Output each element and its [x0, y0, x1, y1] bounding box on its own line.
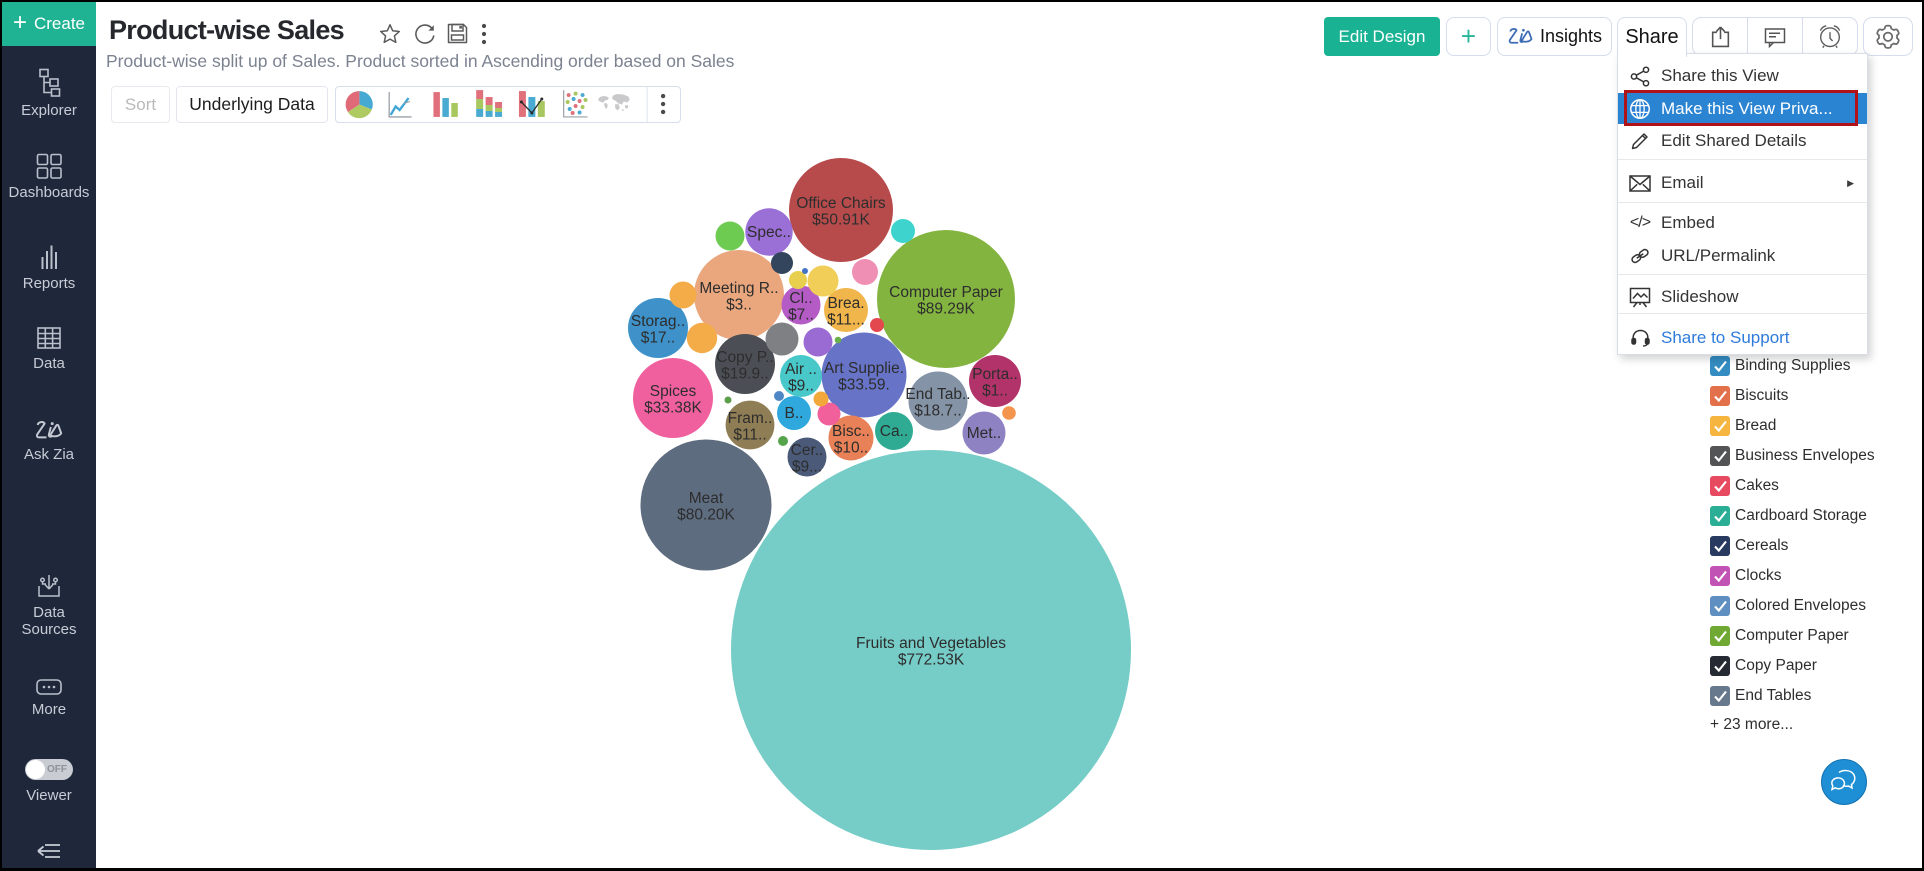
- svg-text:$19.9..: $19.9..: [721, 366, 768, 383]
- svg-text:$18.7..: $18.7..: [914, 403, 961, 420]
- svg-text:Office Chairs: Office Chairs: [796, 195, 886, 212]
- svg-text:$80.20K: $80.20K: [677, 507, 735, 524]
- svg-text:Fruits and Vegetables: Fruits and Vegetables: [856, 635, 1006, 652]
- svg-text:Porta..: Porta..: [972, 366, 1018, 383]
- svg-text:$7..: $7..: [788, 307, 814, 324]
- svg-text:$89.29K: $89.29K: [917, 301, 975, 318]
- svg-text:$11..: $11..: [733, 427, 766, 444]
- svg-text:Storag..: Storag..: [631, 313, 685, 330]
- svg-text:Copy P..: Copy P..: [716, 349, 773, 366]
- svg-text:$33.59.: $33.59.: [838, 377, 890, 394]
- svg-text:$772.53K: $772.53K: [898, 652, 965, 669]
- svg-text:Computer Paper: Computer Paper: [889, 284, 1003, 301]
- svg-text:B..: B..: [785, 405, 804, 422]
- svg-text:$11...: $11...: [827, 312, 865, 329]
- svg-text:$33.38K: $33.38K: [644, 400, 702, 417]
- svg-text:$3..: $3..: [726, 297, 752, 314]
- svg-text:Brea.: Brea.: [827, 295, 864, 312]
- svg-text:$9...: $9...: [792, 459, 822, 476]
- svg-text:Spices: Spices: [650, 383, 697, 400]
- svg-text:Cer..: Cer..: [791, 442, 824, 459]
- svg-text:Met..: Met..: [967, 425, 1001, 442]
- svg-text:Fram..: Fram..: [728, 410, 773, 427]
- svg-text:Ca..: Ca..: [880, 423, 908, 440]
- svg-text:$50.91K: $50.91K: [812, 212, 870, 229]
- svg-text:$17..: $17..: [641, 330, 675, 347]
- svg-text:Cl..: Cl..: [789, 290, 812, 307]
- svg-text:Art Supplie.: Art Supplie.: [824, 360, 904, 377]
- svg-text:Bisc..: Bisc..: [832, 423, 870, 440]
- svg-text:$9..: $9..: [788, 378, 814, 395]
- svg-text:Meat: Meat: [689, 490, 724, 507]
- svg-text:$1..: $1..: [982, 383, 1008, 400]
- svg-text:Meeting R..: Meeting R..: [699, 280, 778, 297]
- svg-text:Air ..: Air ..: [785, 361, 817, 378]
- svg-text:Spec..: Spec..: [747, 224, 791, 241]
- svg-text:End Tab..: End Tab..: [905, 386, 970, 403]
- svg-text:$10..: $10..: [834, 440, 868, 457]
